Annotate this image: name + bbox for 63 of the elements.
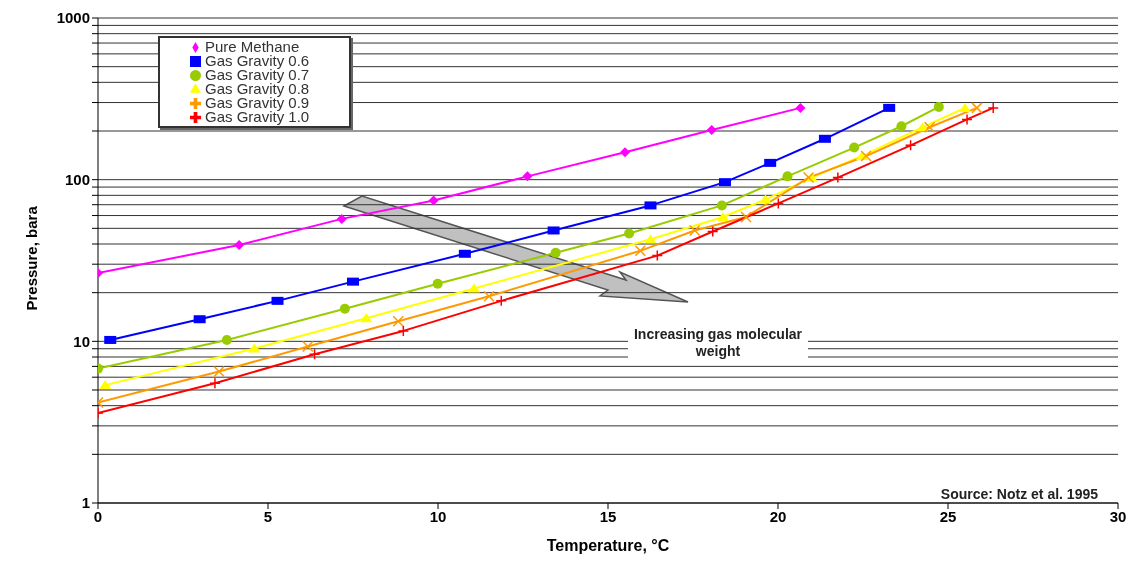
point [221,334,232,345]
point [213,365,225,378]
point [923,121,936,133]
x-tick-label: 30 [1109,507,1127,525]
point [904,139,917,152]
point [302,340,314,353]
point [716,211,729,221]
point [339,303,350,314]
point [933,101,944,112]
point [550,247,561,258]
point [860,150,872,162]
point [987,102,999,114]
point [495,295,507,307]
point [896,121,907,132]
point [716,200,727,211]
point [782,171,793,182]
y-tick-label: 100 [64,170,90,188]
point [634,245,647,257]
point [432,278,443,289]
y-axis-title: Pressure, bara [23,205,41,311]
annotation: Source: Notz et al. 1995 [940,486,1098,502]
point [99,380,112,390]
point [468,283,481,293]
point [360,313,373,323]
point [849,142,860,153]
annotation: Increasing gas molecular weight [628,326,808,360]
point [961,113,973,126]
legend-label: Pure Methane [205,38,300,55]
point [772,197,785,210]
y-tick-label: 1000 [56,9,90,27]
x-axis-title: Temperature, °C [546,537,670,554]
point [392,315,404,328]
point [959,102,971,112]
x-tick-label: 10 [429,507,447,525]
point [759,194,772,204]
point [644,234,657,244]
point [706,225,719,238]
point [795,102,806,113]
point [209,377,221,389]
point [688,224,701,237]
point [624,228,635,239]
point [336,213,347,224]
point [428,195,439,206]
point [706,124,717,135]
point [522,171,533,182]
point [483,290,495,303]
x-tick-label: 25 [939,507,957,525]
point [740,211,752,223]
point [651,249,664,262]
point [971,102,983,114]
point [234,240,245,251]
x-tick-label: 0 [93,507,103,525]
x-tick-label: 20 [769,507,787,525]
point [397,325,410,337]
point [347,277,359,286]
legend-label: Gas Gravity 0.6 [205,52,310,69]
point [620,147,630,158]
point [308,348,321,360]
x-tick-label: 5 [263,507,273,525]
point [832,171,844,184]
y-tick-label: 10 [73,332,90,350]
y-tick-label: 1 [81,494,90,512]
x-tick-label: 15 [599,507,617,525]
